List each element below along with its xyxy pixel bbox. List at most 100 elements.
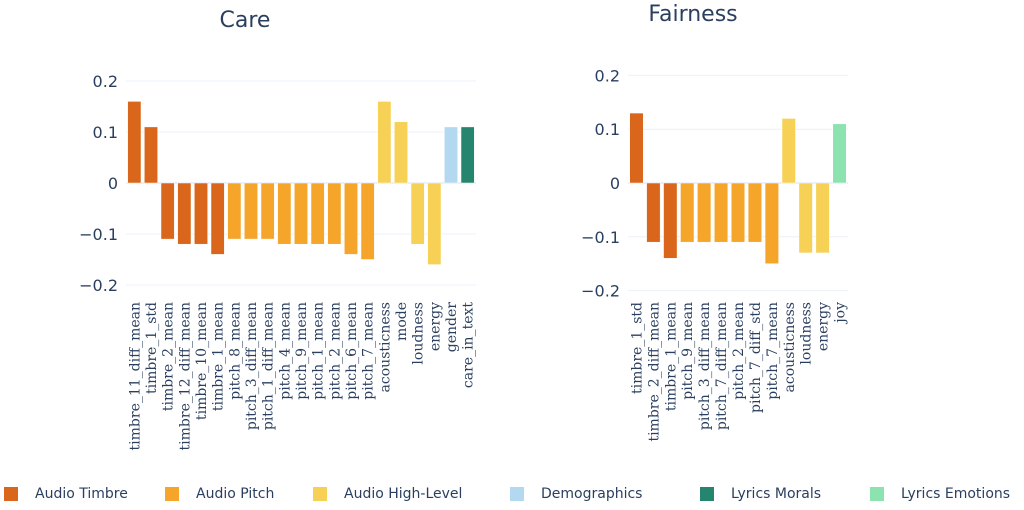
y-tick-label: 0.1 <box>595 120 620 139</box>
y-tick-label: 0 <box>108 174 118 193</box>
x-tick-label: pitch_9_mean <box>294 302 310 400</box>
bar-gender[interactable] <box>444 126 458 184</box>
bar-energy[interactable] <box>815 182 830 254</box>
legend-item-lyrics-emotions[interactable]: Lyrics Emotions <box>870 486 1010 502</box>
bar-acousticness[interactable] <box>377 101 392 184</box>
x-tick-label: pitch_9_mean <box>680 302 696 400</box>
legend-item-demographics[interactable]: Demographics <box>510 486 642 502</box>
bar-timbre-1-std[interactable] <box>144 126 158 184</box>
x-tick-label: pitch_4_mean <box>277 302 293 400</box>
y-tick-label: 0.2 <box>93 72 118 91</box>
bar-pitch-3-diff-mean[interactable] <box>244 182 258 240</box>
legend-item-audio-pitch[interactable]: Audio Pitch <box>165 486 274 502</box>
legend-swatch-audio-timbre <box>4 487 18 501</box>
x-tick-label: gender <box>444 302 460 353</box>
legend-swatch-demographics <box>510 487 524 501</box>
x-tick-label: pitch_1_mean <box>311 302 327 400</box>
bar-care-in-text[interactable] <box>460 126 475 184</box>
x-tick-label: pitch_7_mean <box>361 302 377 400</box>
bar-joy[interactable] <box>832 123 847 184</box>
legend-swatch-audio-pitch <box>165 487 179 501</box>
x-tick-label: loudness <box>799 302 815 365</box>
x-tick-label: care_in_text <box>461 302 477 388</box>
x-tick-label: pitch_7_diff_mean <box>714 302 730 430</box>
y-tick-label: −0.1 <box>79 225 118 244</box>
bar-pitch-2-mean[interactable] <box>327 182 342 245</box>
legend-label: Lyrics Emotions <box>901 486 1011 502</box>
legend: Audio Timbre Audio Pitch Audio High-Leve… <box>0 480 1024 510</box>
x-tick-label: timbre_1_mean <box>211 302 227 411</box>
x-tick-label: pitch_7_mean <box>765 302 781 400</box>
bar-pitch-7-diff-std[interactable] <box>747 182 762 243</box>
legend-item-audio-high-level[interactable]: Audio High-Level <box>313 486 462 502</box>
bar-timbre-1-mean[interactable] <box>210 182 225 255</box>
y-tick-label: −0.1 <box>581 228 620 247</box>
y-tick-label: 0 <box>610 174 620 193</box>
x-tick-label: pitch_2_mean <box>327 302 343 400</box>
y-tick-label: 0.2 <box>595 66 620 85</box>
bar-timbre-12-diff-mean[interactable] <box>177 182 192 245</box>
bar-pitch-8-mean[interactable] <box>227 182 242 240</box>
x-tick-label: loudness <box>411 302 427 365</box>
bar-timbre-2-diff-mean[interactable] <box>646 182 661 243</box>
x-tick-label: pitch_2_mean <box>731 302 747 400</box>
bar-pitch-4-mean[interactable] <box>277 182 292 245</box>
x-tick-label: pitch_6_mean <box>344 302 360 400</box>
bar-loudness[interactable] <box>798 182 813 254</box>
x-tick-label: mode <box>394 302 410 341</box>
legend-label: Demographics <box>541 486 643 502</box>
y-tick-label: −0.2 <box>79 276 118 295</box>
bar-pitch-2-mean[interactable] <box>730 182 746 243</box>
x-tick-label: pitch_7_diff_std <box>748 302 764 413</box>
x-tick-label: timbre_2_diff_mean <box>646 302 662 442</box>
bar-timbre-11-diff-mean[interactable] <box>127 101 142 184</box>
bar-pitch-7-diff-mean[interactable] <box>714 182 729 243</box>
bar-pitch-3-diff-mean[interactable] <box>697 182 712 243</box>
bar-mode[interactable] <box>394 121 408 184</box>
x-tick-label: timbre_11_diff_mean <box>127 302 143 450</box>
bar-pitch-7-mean[interactable] <box>764 182 779 264</box>
x-tick-label: timbre_10_mean <box>194 302 210 420</box>
x-tick-label: energy <box>816 302 832 351</box>
x-tick-label: acousticness <box>377 302 393 392</box>
x-tick-label: acousticness <box>782 302 798 392</box>
legend-item-lyrics-morals[interactable]: Lyrics Morals <box>700 486 821 502</box>
x-tick-label: pitch_8_mean <box>227 302 243 400</box>
bar-timbre-2-mean[interactable] <box>160 182 175 240</box>
bar-pitch-1-mean[interactable] <box>310 182 325 245</box>
legend-swatch-audio-high-level <box>313 487 327 501</box>
bar-energy[interactable] <box>427 182 442 265</box>
legend-swatch-lyrics-morals <box>700 487 714 501</box>
bar-timbre-1-std[interactable] <box>629 112 644 184</box>
x-tick-label: timbre_12_diff_mean <box>177 302 193 450</box>
bar-pitch-1-diff-mean[interactable] <box>260 182 275 240</box>
y-tick-label: 0.1 <box>93 123 118 142</box>
bar-timbre-1-mean[interactable] <box>663 182 678 259</box>
x-tick-label: pitch_3_diff_mean <box>244 302 260 430</box>
bar-pitch-7-mean[interactable] <box>360 182 375 260</box>
bar-timbre-10-mean[interactable] <box>194 182 208 245</box>
legend-swatch-lyrics-emotions <box>870 487 884 501</box>
fairness-chart-title: Fairness <box>648 2 737 27</box>
bar-acousticness[interactable] <box>781 118 796 184</box>
x-tick-label: joy <box>833 302 849 325</box>
bar-pitch-9-mean[interactable] <box>680 182 695 243</box>
x-tick-label: energy <box>427 302 443 351</box>
care-chart-title: Care <box>220 8 271 33</box>
legend-item-audio-timbre[interactable]: Audio Timbre <box>4 486 128 502</box>
y-tick-label: −0.2 <box>581 282 620 301</box>
x-tick-label: timbre_1_std <box>144 302 160 394</box>
bar-pitch-9-mean[interactable] <box>294 182 308 245</box>
x-tick-label: timbre_1_mean <box>663 302 679 411</box>
legend-label: Lyrics Morals <box>731 486 822 502</box>
x-tick-label: pitch_3_diff_mean <box>697 302 713 430</box>
x-tick-label: pitch_1_diff_mean <box>261 302 277 430</box>
legend-label: Audio Pitch <box>196 486 275 502</box>
x-tick-label: timbre_2_mean <box>161 302 177 411</box>
bar-loudness[interactable] <box>410 182 425 245</box>
bar-pitch-6-mean[interactable] <box>344 182 358 255</box>
legend-label: Audio High-Level <box>344 486 463 502</box>
